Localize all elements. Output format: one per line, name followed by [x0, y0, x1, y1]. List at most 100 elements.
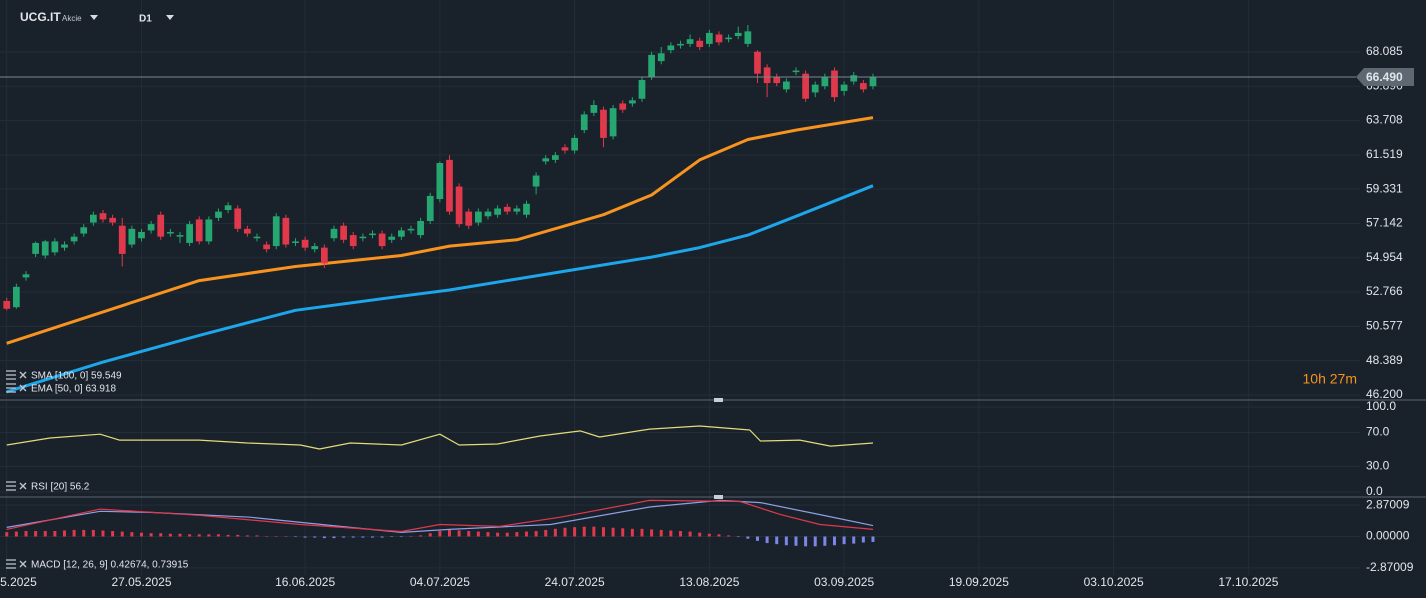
- histogram-bar: [823, 536, 827, 546]
- histogram-bar: [447, 529, 451, 537]
- candle-body: [686, 39, 694, 44]
- y-tick-label: 61.519: [1366, 147, 1403, 161]
- histogram-bar: [313, 536, 317, 538]
- y-tick-label: 0.0: [1366, 484, 1383, 498]
- histogram-bar: [245, 535, 249, 537]
- y-tick-label: 57.142: [1366, 216, 1403, 230]
- candle-body: [89, 214, 97, 223]
- candle-body: [792, 70, 800, 73]
- histogram-bar: [457, 530, 461, 537]
- candle-body: [224, 205, 232, 211]
- candle-body: [80, 227, 88, 234]
- remove-icon[interactable]: [19, 482, 27, 490]
- histogram-bar: [139, 532, 143, 537]
- y-tick-label: 30.0: [1366, 459, 1390, 473]
- candle-body: [869, 76, 877, 87]
- candle-body: [138, 231, 145, 239]
- y-tick-label: 100.0: [1366, 399, 1396, 413]
- histogram-bar: [524, 531, 528, 537]
- candle-body: [407, 228, 415, 231]
- candle-body: [12, 286, 20, 308]
- candle-body: [186, 224, 193, 243]
- candle-body: [446, 159, 453, 212]
- y-tick-label: 2.87009: [1366, 497, 1410, 511]
- settings-icon[interactable]: [6, 383, 16, 393]
- histogram-bar: [149, 533, 153, 537]
- last-price-label: 66.490: [1366, 70, 1403, 84]
- histogram-bar: [216, 534, 220, 537]
- histogram-bar: [736, 536, 740, 538]
- candle-body: [263, 244, 270, 250]
- histogram-bar: [852, 536, 856, 544]
- histogram-bar: [62, 530, 66, 537]
- histogram-bar: [669, 530, 673, 537]
- candle-body: [349, 235, 357, 247]
- candle-body: [272, 216, 280, 247]
- y-tick-label: 46.200: [1366, 387, 1403, 401]
- histogram-bar: [419, 535, 423, 537]
- settings-icon[interactable]: [6, 370, 16, 380]
- candle-body: [831, 70, 838, 98]
- settings-icon[interactable]: [6, 559, 16, 569]
- histogram-bar: [274, 535, 278, 537]
- histogram-bar: [563, 527, 567, 537]
- histogram-bar: [534, 531, 538, 537]
- candle-body: [3, 300, 11, 309]
- timeframe-selector[interactable]: D1: [139, 14, 174, 25]
- legend-row: RSI [20] 56.2: [6, 481, 90, 493]
- histogram-bar: [496, 532, 500, 537]
- histogram-bar: [476, 531, 480, 537]
- candle-body: [657, 53, 665, 62]
- x-tick-label: 07.05.2025: [0, 575, 37, 589]
- histogram-bar: [43, 531, 47, 537]
- legend-label: SMA [100, 0] 59.549: [31, 371, 122, 382]
- dropdown-arrow: [90, 15, 98, 20]
- histogram-bar: [515, 532, 519, 537]
- resize-handle[interactable]: [714, 495, 723, 499]
- histogram-bar: [284, 536, 288, 537]
- histogram-bar: [544, 529, 548, 537]
- candle-body: [484, 211, 492, 217]
- candle-body: [571, 137, 578, 151]
- indicator-line: [6, 425, 874, 450]
- x-tick-label: 27.05.2025: [111, 575, 171, 589]
- y-tick-label: 50.577: [1366, 319, 1403, 333]
- histogram-bar: [322, 536, 326, 539]
- histogram-bar: [409, 535, 413, 537]
- remove-icon[interactable]: [19, 560, 27, 568]
- histogram-bar: [188, 534, 192, 537]
- candle-body: [455, 186, 463, 225]
- candle-body: [195, 219, 203, 242]
- histogram-bar: [351, 536, 355, 538]
- candle-body: [359, 236, 367, 239]
- candle-body: [734, 32, 742, 37]
- remove-icon[interactable]: [19, 371, 27, 379]
- candle-body: [773, 76, 781, 84]
- histogram-bar: [5, 532, 9, 537]
- histogram-bar: [553, 528, 557, 537]
- histogram-bar: [293, 536, 297, 538]
- candle-body: [705, 32, 713, 44]
- candle-body: [532, 175, 540, 187]
- candle-body: [821, 76, 829, 87]
- dropdown-arrow: [166, 15, 174, 20]
- remove-icon[interactable]: [19, 384, 27, 392]
- candle-body: [465, 211, 473, 226]
- histogram-bar: [775, 536, 779, 545]
- histogram-bar: [650, 529, 654, 537]
- histogram-bar: [255, 535, 259, 537]
- histogram-bar: [794, 536, 798, 546]
- histogram-bar: [197, 534, 201, 537]
- candle-body: [715, 34, 723, 43]
- histogram-bar: [842, 536, 846, 545]
- candle-body: [311, 246, 319, 250]
- histogram-bar: [226, 534, 230, 537]
- settings-icon[interactable]: [6, 481, 16, 491]
- instrument-kind: Akcie: [62, 14, 82, 23]
- histogram-bar: [505, 532, 509, 537]
- histogram-bar: [765, 536, 769, 544]
- histogram-bar: [784, 536, 788, 546]
- symbol-selector[interactable]: UCG.IT Akcie: [20, 10, 98, 24]
- resize-handle[interactable]: [714, 398, 723, 402]
- candle-body: [474, 211, 482, 223]
